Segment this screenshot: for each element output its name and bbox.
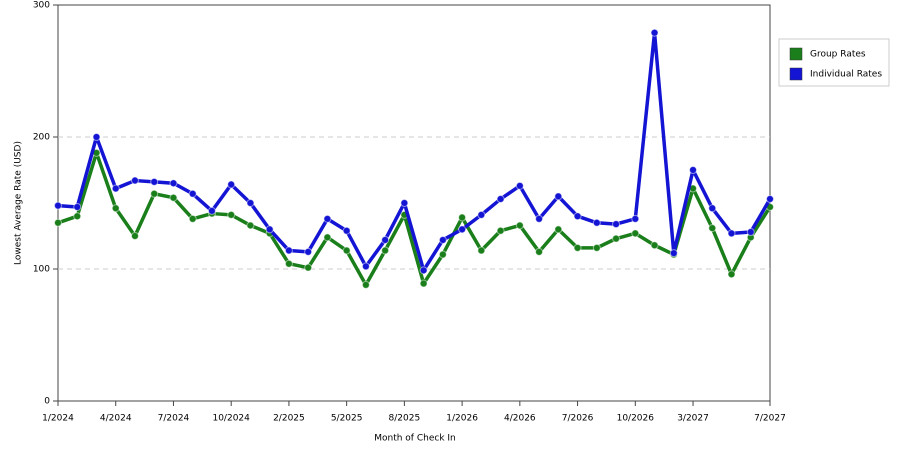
data-point (419, 279, 428, 288)
data-point (419, 266, 428, 275)
x-tick-label: 1/2026 (446, 414, 478, 424)
data-point (631, 229, 640, 238)
data-point (130, 232, 139, 240)
data-point (766, 195, 774, 204)
data-point (477, 210, 486, 219)
data-point (323, 233, 332, 242)
data-point (573, 212, 582, 221)
data-point (73, 202, 82, 211)
data-point (130, 176, 139, 185)
data-point (342, 246, 351, 255)
data-point (592, 243, 601, 252)
data-point (188, 189, 197, 198)
data-point (73, 212, 82, 221)
data-point (381, 235, 390, 244)
data-point (361, 280, 370, 289)
series-line (57, 30, 772, 273)
data-point (92, 133, 101, 141)
legend-label: Group Rates (810, 50, 866, 60)
data-point (727, 270, 736, 279)
data-point (631, 214, 640, 223)
data-point (612, 234, 621, 243)
series-line (57, 151, 772, 287)
data-point (150, 177, 159, 186)
data-point (169, 193, 178, 202)
data-point (304, 247, 313, 256)
data-point (689, 166, 698, 174)
x-tick-label: 10/2026 (617, 414, 655, 424)
data-point (227, 180, 236, 189)
x-tick-label: 4/2026 (504, 414, 536, 424)
data-point (592, 218, 601, 227)
data-point (361, 262, 370, 271)
data-point (746, 228, 755, 237)
data-point (612, 220, 621, 229)
data-point (650, 241, 659, 250)
data-point (438, 235, 447, 244)
x-axis-label: Month of Check In (374, 434, 456, 444)
x-tick-label: 4/2024 (100, 414, 132, 424)
data-point (54, 218, 62, 227)
data-point (458, 213, 467, 222)
data-point (496, 226, 505, 235)
legend-swatch (789, 67, 803, 81)
data-point (188, 214, 197, 223)
data-point (381, 246, 390, 255)
data-point (169, 179, 178, 188)
data-point (265, 225, 274, 234)
data-point (111, 184, 120, 193)
data-point (438, 250, 447, 259)
plot-area (57, 4, 771, 402)
data-point (227, 210, 236, 219)
x-tick-label: 5/2025 (331, 414, 363, 424)
x-tick-label: 7/2024 (158, 414, 190, 424)
y-tick-label: 0 (44, 397, 50, 407)
x-tick-label: 1/2024 (42, 414, 74, 424)
data-point (727, 229, 736, 238)
data-point (284, 259, 293, 268)
data-point (708, 224, 717, 233)
data-point (554, 192, 563, 201)
data-point (515, 221, 524, 230)
y-tick-label: 200 (33, 133, 50, 143)
data-point (304, 263, 313, 272)
x-tick-label: 2/2025 (273, 414, 305, 424)
data-point (535, 214, 544, 223)
data-point (477, 246, 486, 255)
data-point (111, 204, 120, 213)
data-point (515, 181, 524, 190)
data-point (150, 189, 159, 198)
data-point (535, 247, 544, 256)
data-point (207, 206, 216, 215)
data-point (573, 243, 582, 252)
data-point (458, 225, 467, 234)
y-tick-label: 100 (33, 265, 50, 275)
data-point (323, 214, 332, 223)
x-tick-label: 8/2025 (389, 414, 421, 424)
y-axis-label: Lowest Average Rate (USD) (14, 141, 24, 265)
legend-label: Individual Rates (810, 70, 882, 80)
data-point (342, 226, 351, 235)
data-point (284, 246, 293, 255)
y-tick-label: 300 (33, 1, 50, 11)
x-tick-label: 7/2027 (754, 414, 786, 424)
x-tick-label: 3/2027 (677, 414, 709, 424)
x-tick-label: 7/2026 (562, 414, 594, 424)
data-point (400, 199, 409, 207)
data-point (246, 221, 255, 230)
data-point (650, 28, 659, 37)
data-point (708, 204, 717, 213)
x-tick-label: 10/2024 (212, 414, 250, 424)
data-point (669, 249, 678, 258)
legend-swatch (789, 47, 803, 61)
data-point (54, 201, 62, 210)
data-point (496, 195, 505, 204)
data-point (246, 199, 255, 207)
data-point (554, 225, 563, 234)
